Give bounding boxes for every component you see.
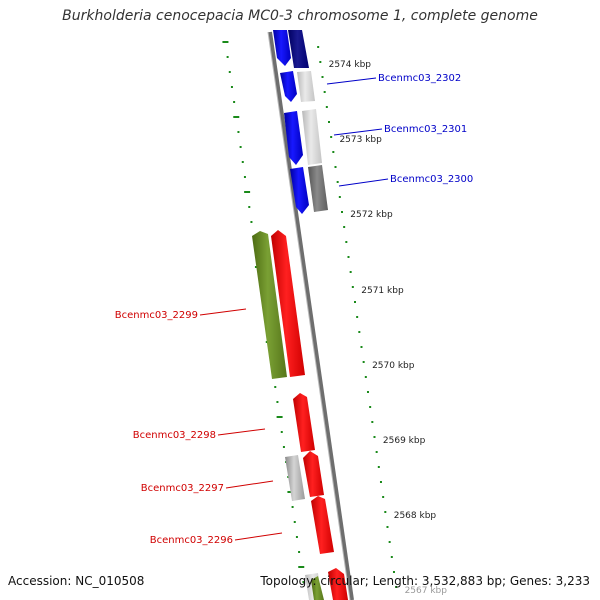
- gene-arrow-top-blue[interactable]: [273, 30, 291, 66]
- leader-line-2298: [217, 428, 266, 436]
- gene-arrow-bottom-olive[interactable]: [311, 576, 324, 600]
- gene-arrow-bcenmc03-2297-gray[interactable]: [285, 455, 305, 501]
- gene-label-bcenmc03-2300[interactable]: Bcenmc03_2300: [390, 174, 473, 185]
- gene-label-bcenmc03-2302[interactable]: Bcenmc03_2302: [378, 73, 461, 84]
- scale-label: 2572 kbp: [350, 210, 393, 220]
- gene-arrow-bcenmc03-2297[interactable]: [303, 451, 324, 497]
- gene-label-bcenmc03-2297[interactable]: Bcenmc03_2297: [141, 483, 224, 494]
- gene-label-bcenmc03-2299[interactable]: Bcenmc03_2299: [115, 310, 198, 321]
- gene-arrow-bcenmc03-2296[interactable]: [311, 496, 334, 554]
- scale-label: 2571 kbp: [361, 286, 404, 296]
- label-leaders: [199, 77, 389, 541]
- gene-arrow-bottom-red[interactable]: [328, 568, 348, 600]
- gene-labels: Bcenmc03_2302 Bcenmc03_2301 Bcenmc03_230…: [115, 73, 474, 546]
- leader-line-2301: [333, 128, 383, 136]
- gene-arrow-bcenmc03-2300-blue[interactable]: [290, 167, 309, 214]
- accession-text: Accession: NC_010508: [8, 574, 145, 588]
- scale-label: 2568 kbp: [394, 511, 437, 521]
- gene-arrow-bcenmc03-2302-blue[interactable]: [280, 71, 297, 102]
- gene-arrow-bcenmc03-2298[interactable]: [293, 393, 315, 452]
- gene-label-bcenmc03-2296[interactable]: Bcenmc03_2296: [150, 535, 233, 546]
- scale-label: 2569 kbp: [383, 436, 426, 446]
- leader-line-2300: [338, 178, 389, 187]
- scale-label: 2574 kbp: [329, 60, 372, 70]
- gene-arrow-top-navy[interactable]: [288, 30, 309, 68]
- gene-arrow-bcenmc03-2299[interactable]: [271, 230, 305, 377]
- map-title: Burkholderia cenocepacia MC0-3 chromosom…: [62, 8, 538, 24]
- scale-label: 2573 kbp: [339, 135, 382, 145]
- gene-arrow-bcenmc03-2301-blue[interactable]: [284, 111, 303, 165]
- scale-labels: 2574 kbp 2573 kbp 2572 kbp 2571 kbp 2570 kbp…: [329, 60, 448, 596]
- scale-label: 2570 kbp: [372, 361, 415, 371]
- gene-label-bcenmc03-2301[interactable]: Bcenmc03_2301: [384, 124, 467, 135]
- leader-line-2302: [326, 77, 377, 85]
- forward-genes: [273, 30, 328, 214]
- gene-label-bcenmc03-2298[interactable]: Bcenmc03_2298: [133, 430, 216, 441]
- reverse-genes: [252, 230, 348, 600]
- leader-line-2296: [234, 532, 283, 541]
- chromosome-backbone: [268, 31, 354, 600]
- gene-arrow-bcenmc03-2301[interactable]: [302, 109, 322, 165]
- gene-arrow-bcenmc03-2300[interactable]: [308, 165, 328, 212]
- scale-label: 2567 kbp: [405, 586, 448, 596]
- leader-line-2297: [225, 480, 274, 489]
- summary-text: Topology: circular; Length: 3,532,883 bp…: [260, 574, 590, 588]
- leader-line-2299: [199, 308, 247, 316]
- gene-arrow-bcenmc03-2299-olive[interactable]: [252, 231, 287, 379]
- chromosome-backbone-highlight: [267, 31, 351, 600]
- gene-arrow-bcenmc03-2302[interactable]: [297, 71, 315, 102]
